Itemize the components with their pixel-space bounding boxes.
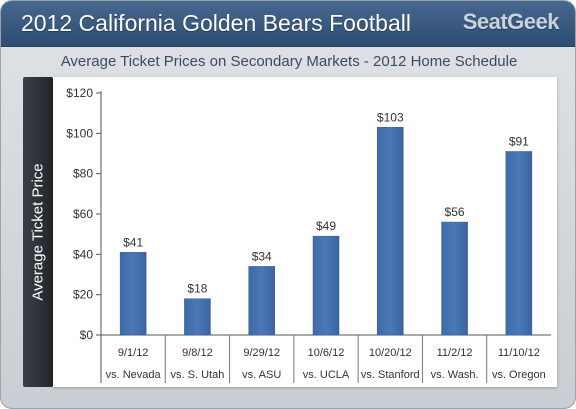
bar (505, 151, 533, 336)
bar (441, 221, 468, 336)
y-tick-label: $20 (73, 288, 93, 302)
x-tick-opponent-label: vs. ASU (242, 369, 281, 381)
bar-value-label: $103 (377, 110, 404, 124)
x-tick-date-label: 10/20/12 (369, 347, 412, 359)
bar (377, 127, 404, 336)
bar-value-label: $56 (445, 205, 465, 219)
seatgeek-logo: SeatGeek (462, 9, 560, 34)
y-tick-label: $120 (66, 86, 93, 100)
bar (248, 266, 275, 336)
x-tick-date-label: 9/29/12 (243, 347, 280, 359)
chart-title: Average Ticket Prices on Secondary Marke… (60, 53, 518, 70)
x-tick-opponent-label: vs. Stanford (361, 369, 420, 381)
bar-value-label: $41 (123, 235, 143, 249)
bar (119, 252, 147, 336)
x-tick-date-label: 10/6/12 (308, 347, 345, 359)
y-tick-label: $60 (73, 207, 93, 221)
y-tick-label: $80 (73, 167, 93, 181)
y-tick-label: $40 (73, 247, 93, 261)
x-tick-date-label: 9/8/12 (182, 347, 213, 359)
y-tick-label: $100 (66, 126, 93, 140)
x-tick-date-label: 11/2/12 (437, 347, 473, 359)
y-axis-label-strip (23, 77, 53, 387)
x-tick-opponent-label: vs. Wash. (431, 369, 479, 381)
x-tick-date-label: 11/10/12 (498, 347, 540, 359)
y-tick-label: $0 (80, 328, 94, 342)
bar-value-label: $49 (316, 219, 336, 233)
page-title: 2012 California Golden Bears Football (21, 10, 411, 36)
bar-value-label: $18 (187, 282, 207, 296)
bar (184, 298, 211, 336)
bar-value-label: $91 (509, 134, 529, 148)
x-tick-opponent-label: vs. Oregon (492, 369, 546, 381)
bar (312, 235, 340, 336)
header-bar: 2012 California Golden Bears Football Se… (1, 1, 575, 47)
x-tick-date-label: 9/1/12 (118, 347, 149, 359)
x-tick-opponent-label: vs. UCLA (303, 369, 350, 381)
x-tick-opponent-label: vs. Nevada (106, 369, 162, 381)
x-tick-opponent-label: vs. S. Utah (171, 369, 225, 381)
bar-value-label: $34 (252, 249, 272, 263)
